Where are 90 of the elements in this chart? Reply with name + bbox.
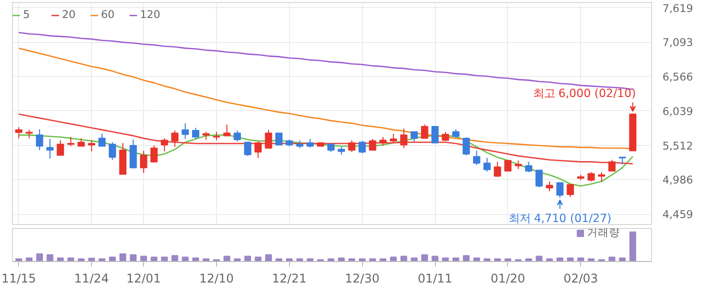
legend-label: 120: [140, 8, 160, 21]
legend-label: 20: [62, 8, 77, 21]
candlestick: [98, 133, 106, 147]
legend-label: 거래량: [587, 227, 620, 240]
bar: [224, 256, 230, 262]
candlestick: [483, 157, 491, 172]
bar: [608, 256, 616, 262]
candlestick: [140, 150, 148, 174]
candlestick: [525, 161, 532, 173]
bar: [150, 256, 158, 262]
line-series: [18, 32, 634, 90]
candlestick: [546, 180, 554, 192]
candlestick: [556, 182, 564, 198]
candlestick: [46, 138, 54, 160]
y-tick-label: 7,619: [662, 2, 694, 15]
x-tick-label: 02/03: [563, 272, 598, 286]
bar: [432, 256, 438, 262]
candlestick: [15, 126, 22, 139]
candlestick: [254, 141, 262, 158]
legend-label: 5: [23, 8, 31, 21]
candlestick: [400, 128, 408, 149]
bar: [244, 256, 252, 262]
bar: [629, 232, 636, 262]
candlestick: [368, 138, 376, 151]
candlestick: [130, 139, 137, 168]
bar: [46, 254, 54, 262]
candlestick: [431, 126, 439, 144]
legend-label: 60: [101, 8, 116, 21]
bar: [390, 256, 397, 262]
candlestick: [442, 131, 450, 142]
candlestick: [264, 129, 272, 149]
y-tick-label: 6,566: [662, 70, 694, 84]
bar: [536, 256, 542, 262]
candlestick: [182, 122, 189, 140]
candlestick: [67, 136, 74, 147]
y-tick-label: 6,039: [662, 104, 694, 118]
x-tick-label: 12/01: [126, 272, 161, 286]
bar: [130, 254, 137, 262]
x-tick-label: 12/30: [344, 272, 380, 286]
candlestick: [36, 128, 44, 151]
candlestick: [192, 127, 200, 140]
bar: [182, 256, 189, 262]
x-tick-label: 11/24: [74, 272, 109, 286]
bar: [462, 255, 470, 262]
candlestick: [358, 140, 366, 154]
x-tick-label: 12/21: [272, 272, 307, 286]
y-tick-label: 5,512: [662, 139, 694, 152]
candlestick: [88, 140, 96, 152]
candlestick: [421, 124, 428, 139]
annotation: 최저 4,710 (01/27): [508, 211, 612, 226]
y-tick-label: 4,986: [662, 174, 694, 187]
bar: [265, 254, 272, 262]
candlestick: [275, 132, 283, 146]
x-tick-label: 01/20: [490, 272, 526, 286]
candlestick: [473, 150, 480, 166]
bar: [254, 256, 262, 262]
candlestick: [150, 144, 158, 163]
candlestick: [566, 184, 574, 198]
bar: [119, 253, 126, 262]
bar: [442, 257, 449, 262]
x-tick-label: 01/11: [418, 272, 452, 286]
candlestick: [223, 124, 231, 136]
candlestick: [535, 169, 543, 188]
bar: [400, 256, 408, 262]
candlestick: [171, 130, 178, 148]
line-series: [18, 114, 634, 164]
bar: [36, 253, 43, 262]
bar: [556, 257, 564, 262]
x-tick-label: 11/15: [1, 272, 36, 286]
candlestick: [390, 133, 398, 144]
y-tick-label: 7,093: [662, 36, 694, 50]
bar: [171, 255, 178, 262]
bar: [109, 256, 116, 262]
candlestick: [56, 140, 64, 156]
candlestick: [327, 142, 335, 153]
candlestick: [494, 161, 502, 178]
candlestick: [234, 130, 241, 142]
candlestick: [244, 142, 252, 156]
candlestick: [410, 131, 418, 142]
bar: [421, 254, 428, 262]
candlestick: [462, 137, 470, 156]
candlestick: [588, 172, 595, 182]
bar: [161, 256, 168, 262]
candlestick: [348, 140, 356, 153]
annotation: 최고 6,000 (02/10): [532, 86, 636, 100]
candlestick: [108, 142, 116, 160]
candlestick: [160, 138, 168, 152]
bar: [140, 256, 147, 262]
y-tick-label: 4,459: [662, 208, 694, 222]
x-tick-label: 12/10: [199, 272, 234, 286]
